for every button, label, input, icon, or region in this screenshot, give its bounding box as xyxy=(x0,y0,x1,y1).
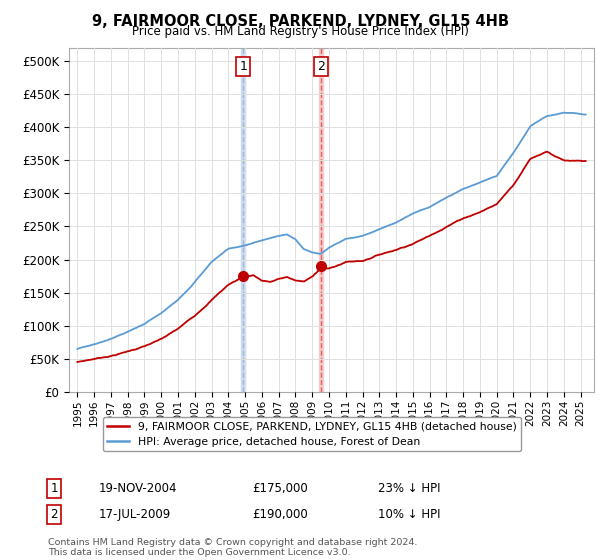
Bar xyxy=(319,48,323,392)
Text: Price paid vs. HM Land Registry's House Price Index (HPI): Price paid vs. HM Land Registry's House … xyxy=(131,25,469,38)
Text: 1: 1 xyxy=(239,60,247,73)
Text: 1: 1 xyxy=(50,482,58,495)
Text: 19-NOV-2004: 19-NOV-2004 xyxy=(99,482,178,495)
Text: £190,000: £190,000 xyxy=(252,507,308,521)
Bar xyxy=(241,48,245,392)
Legend: 9, FAIRMOOR CLOSE, PARKEND, LYDNEY, GL15 4HB (detached house), HPI: Average pric: 9, FAIRMOOR CLOSE, PARKEND, LYDNEY, GL15… xyxy=(103,417,521,451)
Text: £175,000: £175,000 xyxy=(252,482,308,495)
Text: Contains HM Land Registry data © Crown copyright and database right 2024.
This d: Contains HM Land Registry data © Crown c… xyxy=(48,538,418,557)
Text: 23% ↓ HPI: 23% ↓ HPI xyxy=(378,482,440,495)
Text: 10% ↓ HPI: 10% ↓ HPI xyxy=(378,507,440,521)
Text: 2: 2 xyxy=(50,507,58,521)
Text: 17-JUL-2009: 17-JUL-2009 xyxy=(99,507,171,521)
Text: 9, FAIRMOOR CLOSE, PARKEND, LYDNEY, GL15 4HB: 9, FAIRMOOR CLOSE, PARKEND, LYDNEY, GL15… xyxy=(91,14,509,29)
Text: 2: 2 xyxy=(317,60,325,73)
